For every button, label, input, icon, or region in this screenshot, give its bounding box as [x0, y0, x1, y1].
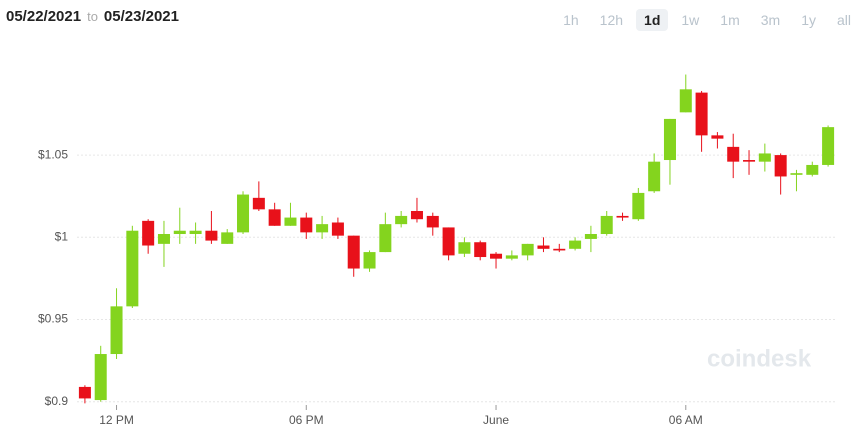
candle-body	[569, 240, 582, 249]
candle-body	[806, 164, 819, 175]
candle-body	[189, 230, 202, 235]
candle-body	[584, 234, 597, 239]
y-tick-label: $1	[55, 229, 69, 243]
candle-body	[632, 192, 645, 220]
date-to: 05/23/2021	[103, 8, 179, 25]
candle-body	[78, 386, 91, 399]
candle-body	[537, 245, 550, 249]
date-joiner: to	[87, 9, 98, 24]
range-button[interactable]: 3m	[760, 12, 781, 28]
candle-body	[395, 215, 408, 225]
candle-body	[363, 252, 376, 269]
candle-body	[600, 215, 613, 235]
candle-body	[790, 173, 803, 175]
candle-body	[616, 215, 629, 218]
candle-body	[284, 217, 297, 226]
candle-body	[490, 253, 503, 259]
range-button[interactable]: 1m	[720, 12, 740, 28]
candle-body	[442, 227, 455, 256]
candle-body	[822, 127, 835, 165]
candle-body	[126, 230, 139, 307]
watermark: coindesk	[707, 345, 812, 372]
candle-body	[711, 135, 724, 139]
x-tick-label: 12 PM	[99, 413, 134, 427]
range-buttons: 1h 12h 1d 1w 1m 3m 1y all	[550, 9, 859, 31]
range-button[interactable]: 1y	[801, 12, 816, 28]
x-tick-label: 06 PM	[289, 413, 324, 427]
y-tick-label: $0.9	[45, 394, 69, 408]
candle-body	[679, 89, 692, 113]
candle-body	[173, 230, 186, 235]
candle-body	[316, 224, 329, 233]
candle-body	[727, 146, 740, 162]
x-tick-label: 06 AM	[669, 413, 703, 427]
candle-body	[458, 242, 471, 254]
candle-body	[331, 222, 344, 236]
candle-body	[252, 197, 265, 210]
candle-body	[695, 92, 708, 136]
range-button[interactable]: 1w	[681, 12, 700, 28]
y-tick-label: $0.95	[38, 312, 68, 326]
candle-body	[110, 306, 123, 355]
candle-body	[426, 215, 439, 228]
range-button[interactable]: all	[836, 12, 851, 28]
x-tick-label: June	[483, 413, 509, 427]
candle-body	[521, 243, 534, 256]
y-tick-label: $1.05	[38, 147, 68, 161]
candle-body	[410, 210, 423, 220]
candle-body	[663, 118, 676, 161]
candle-body	[268, 209, 281, 226]
candle-body	[648, 161, 661, 192]
candle-body	[347, 235, 360, 269]
range-button[interactable]: 1h	[563, 12, 579, 28]
candle-body	[553, 248, 566, 251]
candle-body	[774, 155, 787, 177]
candle-body	[205, 230, 218, 241]
range-button[interactable]: 1d	[636, 9, 669, 31]
candle-body	[474, 242, 487, 258]
candle-body	[237, 194, 250, 233]
candle-body	[157, 234, 170, 244]
range-button[interactable]: 12h	[599, 12, 624, 28]
candle-body	[142, 220, 155, 246]
candle-body	[505, 255, 518, 259]
candle-body	[379, 224, 392, 253]
date-range: 05/22/2021 to 05/23/2021	[6, 8, 179, 25]
candle-body	[94, 354, 107, 401]
candle-body	[758, 153, 771, 162]
date-from: 05/22/2021	[6, 8, 82, 25]
candle-body	[300, 217, 313, 233]
candle-body	[743, 160, 756, 162]
candle-body	[221, 232, 234, 244]
